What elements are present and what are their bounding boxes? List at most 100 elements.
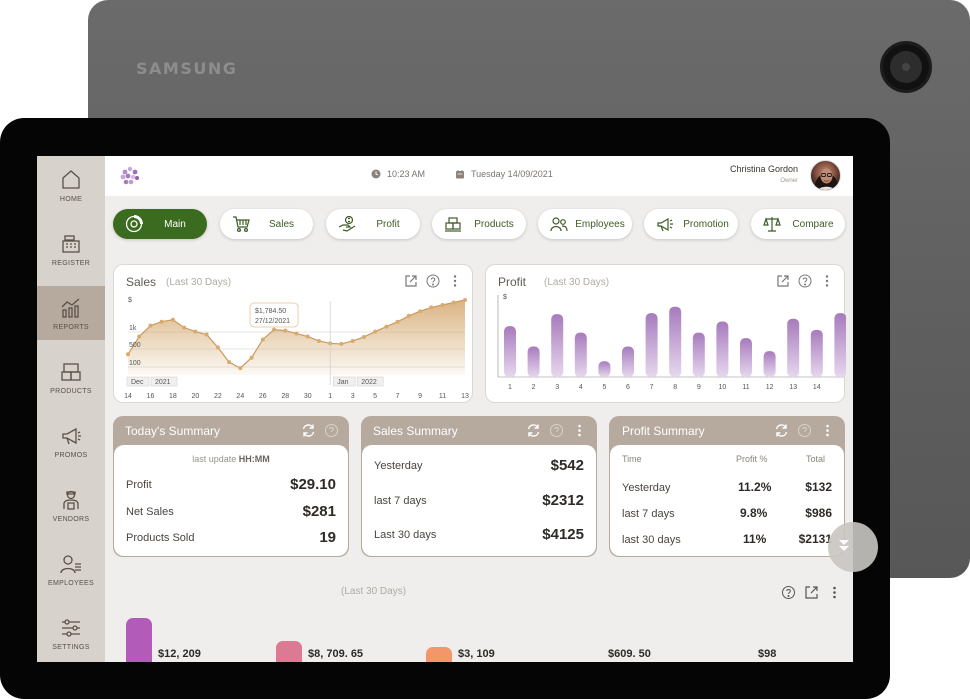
tab-promotion[interactable]: Promotion [644, 209, 738, 239]
sidebar-item-reports[interactable]: REPORTS [37, 286, 105, 340]
sales-chart-title: Sales [126, 275, 157, 289]
profit-row-total: $2131 [798, 532, 832, 546]
bottom-chart-actions [781, 585, 842, 600]
profit-bar [645, 313, 658, 377]
summary-row-label: Products Sold [126, 532, 195, 544]
app-screen: HOME REGISTER REPORTS PRODUCTS PROMOS VE… [37, 156, 853, 662]
sales-point [384, 324, 389, 329]
tab-label: Main [164, 218, 186, 230]
sales-point [238, 366, 243, 371]
sidebar-item-employees[interactable]: EMPLOYEES [37, 542, 105, 596]
user-name: Christina Gordon [729, 164, 798, 174]
more-options-icon[interactable] [820, 274, 834, 288]
profit-bar [787, 318, 800, 377]
sales-chart-actions [404, 274, 462, 288]
tab-profit[interactable]: Profit [326, 209, 420, 239]
sales-point [429, 305, 434, 310]
help-icon[interactable] [798, 274, 812, 288]
profit-summary-title: Profit Summary [622, 424, 705, 438]
tab-label: Promotion [683, 218, 729, 230]
sales-point [418, 309, 423, 314]
todays-summary-title: Today's Summary [125, 424, 220, 438]
x-tick-label: 20 [192, 393, 200, 400]
help-icon[interactable] [781, 585, 796, 600]
top-header: 10:23 AM Tuesday 14/09/2021 Christina Go… [105, 156, 853, 196]
more-options-icon[interactable] [448, 274, 462, 288]
more-options-icon[interactable] [827, 585, 842, 600]
external-link-icon[interactable] [776, 274, 790, 288]
profit-chart-subtitle: (Last 30 Days) [544, 277, 610, 288]
tooltip-date: 27/12/2021 [255, 318, 290, 325]
bottom-chart-subtitle: (Last 30 Days) [341, 586, 407, 597]
legend-bar-1 [126, 618, 152, 662]
summary-row-value: $4125 [542, 526, 584, 543]
sidebar-item-label: REPORTS [53, 323, 89, 331]
last-update-label: last update [192, 454, 237, 464]
more-options-icon[interactable] [820, 423, 835, 438]
y-axis-unit: $ [128, 297, 132, 304]
sidebar-item-settings[interactable]: SETTINGS [37, 606, 105, 660]
tab-compare[interactable]: Compare [751, 209, 845, 239]
sidebar-item-promos[interactable]: PROMOS [37, 414, 105, 468]
tab-products[interactable]: Products [432, 209, 526, 239]
cart-icon [233, 216, 250, 233]
tab-label: Compare [792, 218, 834, 230]
calendar-icon [456, 170, 464, 179]
sales-point [361, 335, 366, 340]
help-icon[interactable] [324, 423, 339, 438]
profit-bar [740, 338, 752, 377]
brand-label: SAMSUNG [136, 59, 238, 78]
month-label-box [332, 376, 356, 387]
help-icon[interactable] [426, 274, 440, 288]
refresh-icon[interactable] [526, 423, 541, 438]
profit-bar [598, 361, 611, 377]
tab-label: Sales [268, 218, 294, 230]
sales-point [305, 334, 310, 339]
profit-row-pct: 11% [743, 532, 767, 546]
sidebar-item-vendors[interactable]: VENDORS [37, 478, 105, 532]
profit-chart-actions [776, 274, 834, 288]
profit-row-pct: 11.2% [738, 480, 772, 494]
avatar[interactable] [810, 160, 841, 191]
tab-main[interactable]: Main [113, 209, 207, 239]
avatar-photo [814, 168, 839, 190]
y-axis-unit: $ [503, 294, 507, 301]
x-tick-label: 1 [508, 384, 512, 391]
tab-sales[interactable]: Sales [220, 209, 313, 239]
tab-employees[interactable]: Employees [538, 209, 632, 239]
x-tick-label: 14 [813, 384, 821, 391]
external-link-icon[interactable] [804, 585, 819, 600]
sales-point [350, 338, 355, 343]
time-text: 10:23 AM [387, 169, 426, 179]
current-date: Tuesday 14/09/2021 [455, 169, 553, 179]
settings-icon [62, 618, 80, 637]
help-icon[interactable] [797, 423, 812, 438]
scroll-down-button[interactable] [828, 522, 878, 572]
external-link-icon[interactable] [404, 274, 418, 288]
tab-label: Employees [575, 218, 625, 230]
sidebar-item-products[interactable]: PRODUCTS [37, 350, 105, 404]
sales-summary-body: Yesterday $542 last 7 days $2312 Last 30… [362, 445, 596, 556]
boxes-icon [445, 217, 461, 232]
double-chevron-down-icon [839, 540, 849, 551]
x-tick-label: 13 [461, 393, 469, 400]
refresh-icon[interactable] [301, 423, 316, 438]
profit-bar [692, 332, 705, 377]
sales-point [395, 319, 400, 324]
date-text: Tuesday 14/09/2021 [471, 169, 553, 179]
y-tick-label: 100 [129, 360, 141, 367]
summary-row-value: $542 [550, 457, 584, 474]
help-icon[interactable] [549, 423, 564, 438]
chart-tooltip [249, 302, 299, 328]
refresh-icon[interactable] [774, 423, 789, 438]
profit-row-total: $986 [805, 506, 832, 520]
sidebar-item-register[interactable]: REGISTER [37, 222, 105, 276]
x-tick-label: 5 [373, 393, 377, 400]
sidebar: HOME REGISTER REPORTS PRODUCTS PROMOS VE… [37, 156, 105, 662]
brand-logo-icon [120, 166, 139, 185]
more-options-icon[interactable] [572, 423, 587, 438]
profit-row-label: Yesterday [622, 482, 671, 494]
sidebar-item-home[interactable]: HOME [37, 158, 105, 212]
x-tick-label: 22 [214, 393, 222, 400]
